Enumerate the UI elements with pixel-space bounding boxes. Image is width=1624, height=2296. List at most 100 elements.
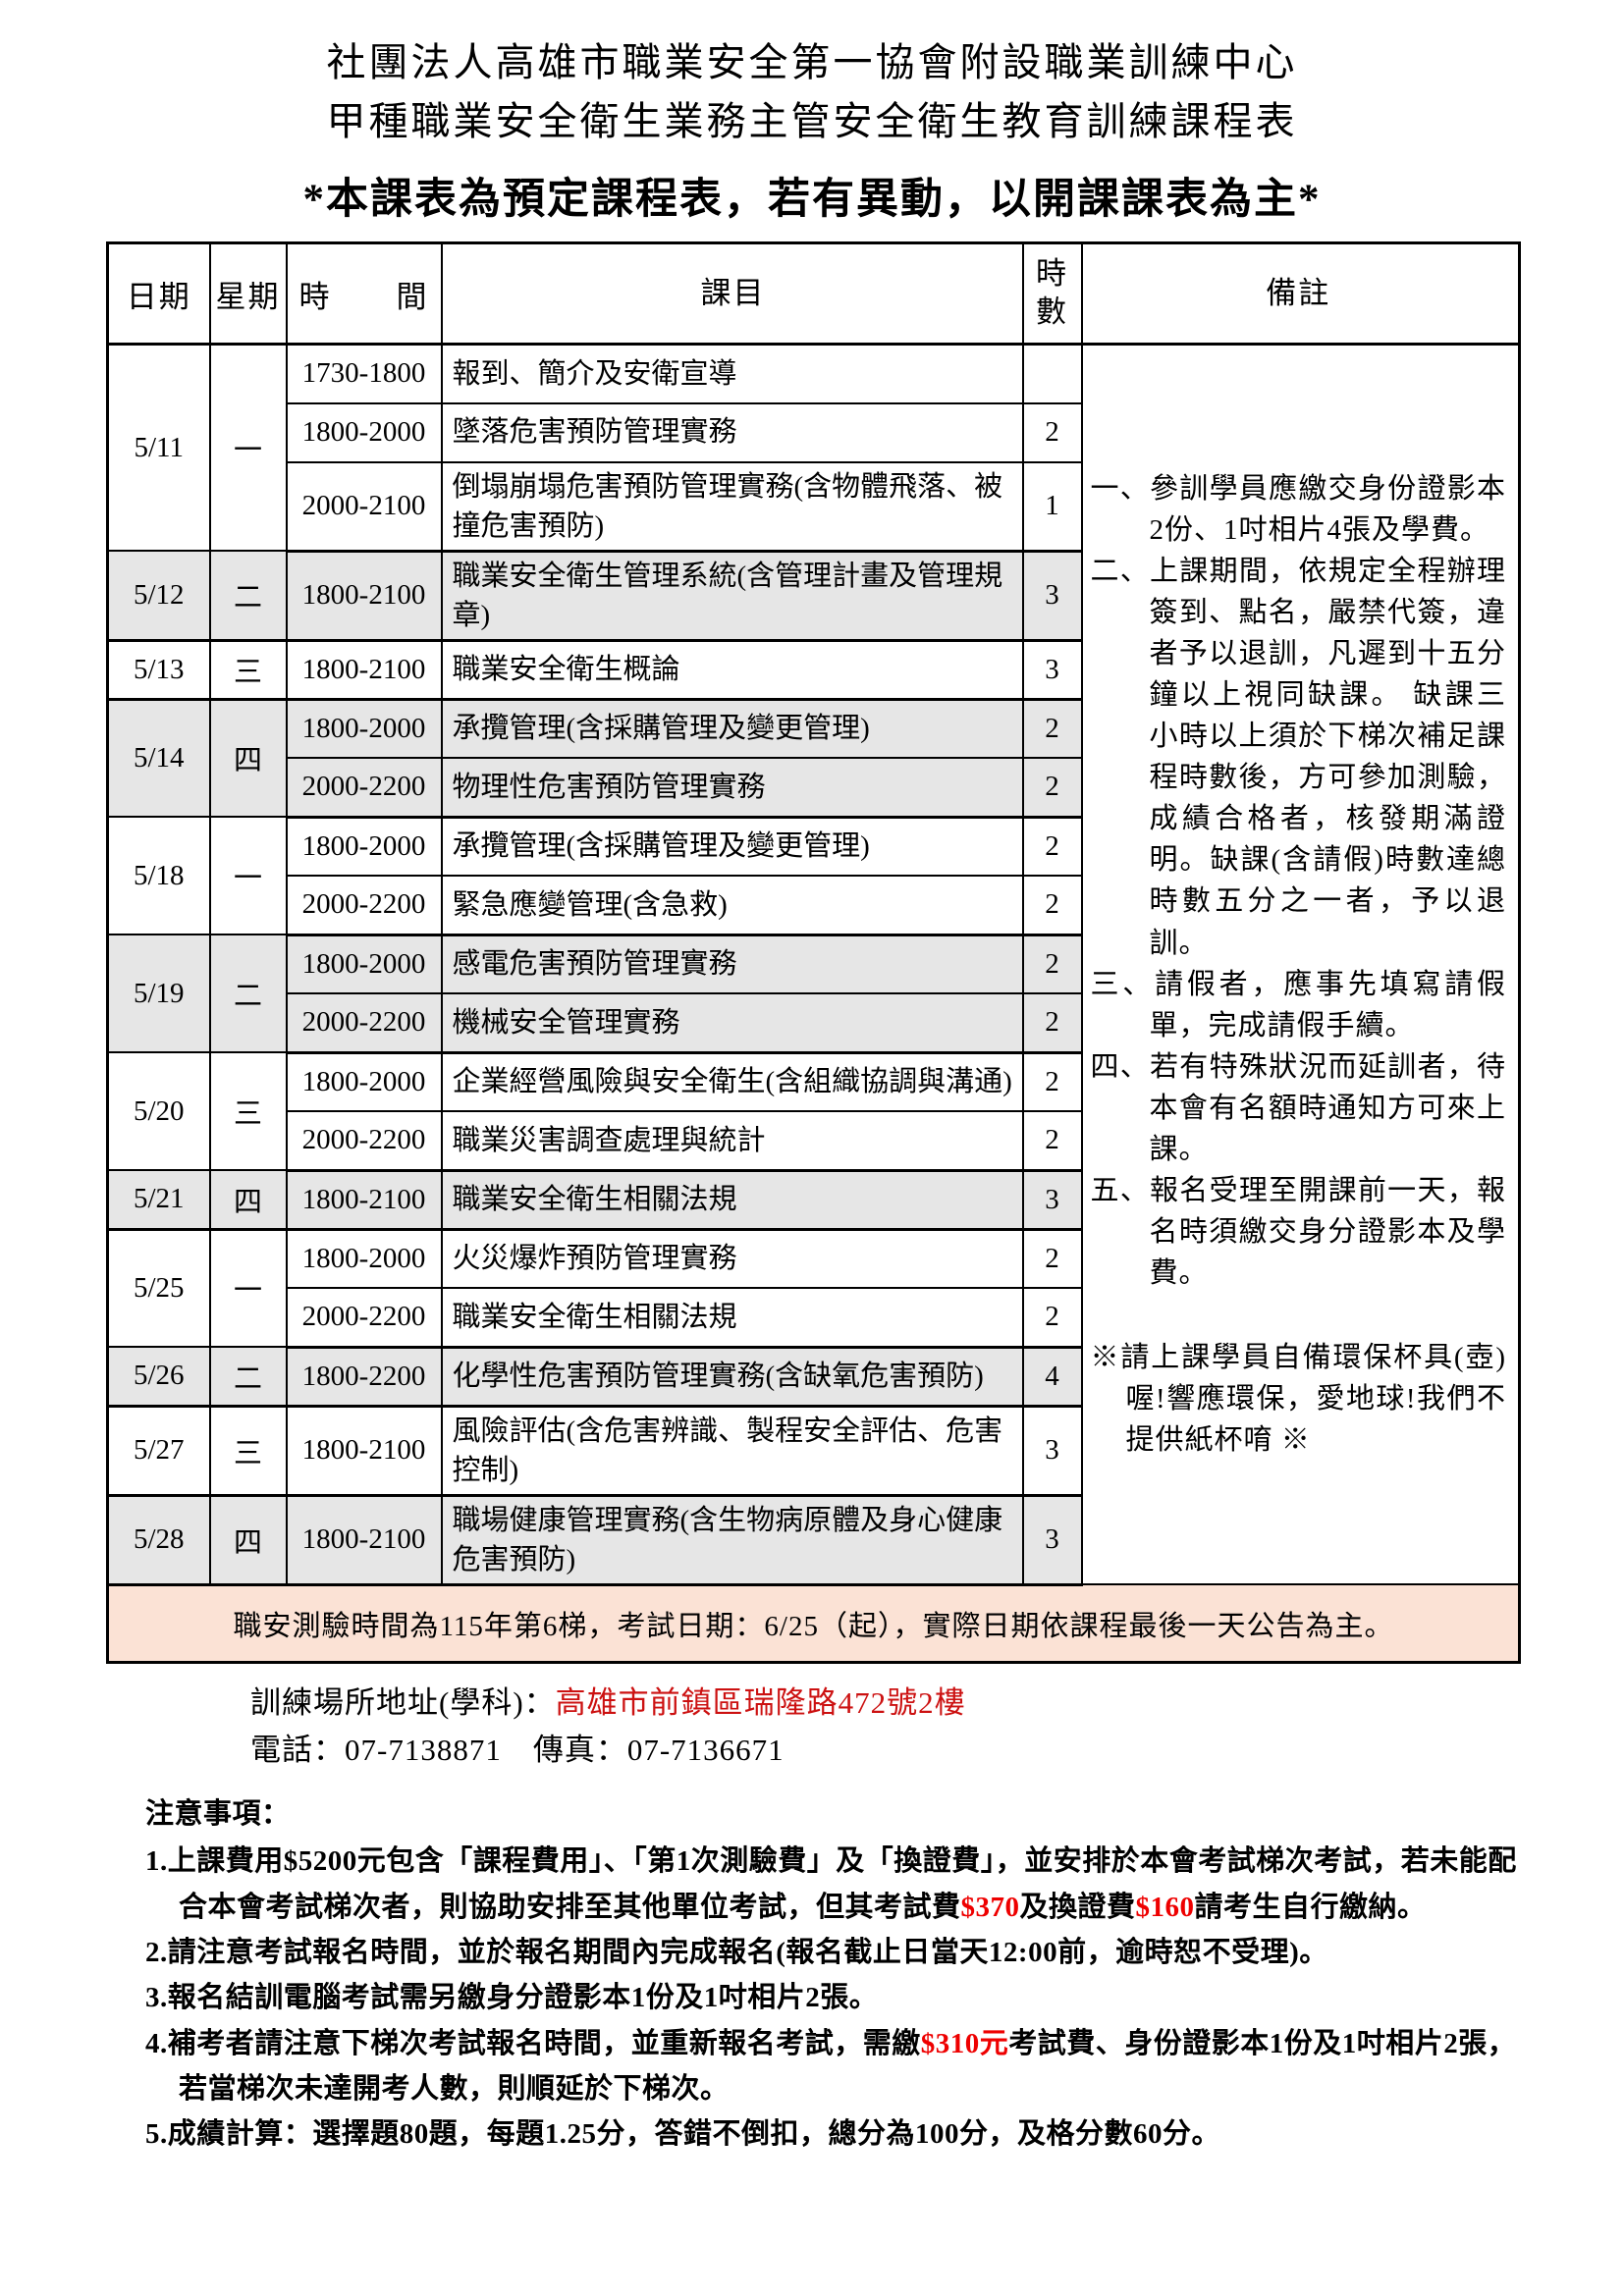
subject-cell: 墜落危害預防管理實務	[440, 401, 1024, 463]
notes-block: 注意事項： 1.上課費用$5200元包含「課程費用」、「第1次測驗費」及「換證費…	[145, 1791, 1520, 2158]
date-cell: 5/25	[106, 1228, 211, 1349]
time-cell: 1800-2100	[285, 639, 443, 701]
table-row: 2000-2200 機械安全管理實務 2	[108, 992, 1520, 1054]
weekday-cell: 一	[208, 816, 288, 936]
time-cell: 2000-2200	[285, 1287, 443, 1349]
table-row: 5/18 一 1800-2000 承攬管理(含採購管理及變更管理) 2	[106, 816, 1520, 936]
document-header: 社團法人高雄市職業安全第一協會附設職業訓練中心 甲種職業安全衛生業務主管安全衛生…	[0, 0, 1624, 226]
subject-cell: 職業災害調查處理與統計	[440, 1110, 1024, 1172]
subject-cell: 企業經營風險與安全衛生(含組織協調與溝通)	[440, 1051, 1024, 1113]
note-text: 上課費用$5200元包含「課程費用」、「第1次測驗費」及「換證費」，並安排於本會…	[167, 1845, 1517, 1923]
remark-item: 四、若有特殊狀況而延訓者，待本會有名額時通知方可來上課。	[1090, 1050, 1506, 1165]
subject-cell: 職場健康管理實務(含生物病原體及身心健康危害預防)	[440, 1494, 1024, 1586]
note-price-highlight: $160	[1135, 1891, 1195, 1923]
note-number: 2.	[145, 1936, 168, 1968]
time-cell: 2000-2200	[285, 992, 443, 1054]
hours-cell: 3	[1021, 639, 1083, 701]
remark-item: 二、上課期間，依規定全程辦理簽到、點名，嚴禁代簽，違者予以退訓，凡遲到十五分鐘以…	[1090, 556, 1506, 959]
weekday-cell: 二	[208, 550, 288, 642]
time-cell: 2000-2200	[285, 757, 443, 819]
time-cell: 1730-1800	[285, 343, 443, 404]
subject-cell: 職業安全衛生相關法規	[440, 1169, 1024, 1231]
date-cell: 5/19	[106, 934, 211, 1054]
hours-cell: 2	[1021, 698, 1083, 760]
hours-cell: 1	[1021, 460, 1083, 553]
date-cell: 5/13	[106, 639, 211, 701]
subject-cell: 倒塌崩塌危害預防管理實務(含物體飛落、被撞危害預防)	[440, 460, 1024, 553]
remark-item: 五、報名受理至開課前一天，報名時須繳交身分證影本及學費。	[1090, 1174, 1506, 1289]
note-text: 補考者請注意下梯次考試報名時間，並重新報名考試，需繳	[167, 2027, 921, 2059]
subject-cell: 化學性危害預防管理實務(含缺氧危害預防)	[440, 1346, 1024, 1408]
table-row: 1800-2000 墜落危害預防管理實務 2	[108, 401, 1520, 463]
table-row: 2000-2200 物理性危害預防管理實務 2	[108, 757, 1520, 819]
title-line-1: 社團法人高雄市職業安全第一協會附設職業訓練中心	[326, 40, 1298, 84]
table-row: 2000-2200 職業災害調查處理與統計 2	[108, 1110, 1520, 1172]
remarks-cell: 一、參訓學員應繳交身份證影本2份、1吋相片4張及學費。 二、上課期間，依規定全程辦…	[1080, 343, 1521, 1586]
exam-banner-row: 職安測驗時間為115年第6梯，考試日期：6/25（起），實際日期依課程最後一天公…	[106, 1583, 1521, 1664]
subject-cell: 感電危害預防管理實務	[440, 934, 1024, 995]
note-text: 考試費、身份證影本1份及1吋相片2張，若當梯次未達開考人數，則順延於下梯次。	[179, 2027, 1517, 2106]
remark-item: ※請上課學員自備環保杯具(壺)喔!響應環保，愛地球!我們不提供紙杯唷 ※	[1090, 1341, 1506, 1457]
hours-cell: 2	[1021, 816, 1083, 878]
note-text: 請注意考試報名時間，並於報名期間內完成報名(報名截止日當天12:00前，逾時恕不…	[167, 1936, 1328, 1968]
note-number: 4.	[145, 2027, 168, 2059]
subject-cell: 報到、簡介及安衛宣導	[440, 343, 1024, 404]
subject-cell: 火災爆炸預防管理實務	[440, 1228, 1024, 1290]
hours-cell: 2	[1021, 992, 1083, 1054]
date-cell: 5/20	[106, 1051, 211, 1172]
table-row: 5/21 四 1800-2100 職業安全衛生相關法規 3	[106, 1169, 1520, 1231]
hours-cell: 2	[1021, 1110, 1083, 1172]
remark-item: 三、請假者，應事先填寫請假單，完成請假手續。	[1090, 968, 1506, 1041]
table-row: 5/20 三 1800-2000 企業經營風險與安全衛生(含組織協調與溝通) 2	[106, 1051, 1520, 1172]
time-cell: 2000-2100	[285, 460, 443, 553]
header-remark: 備註	[1080, 241, 1521, 346]
hours-cell: 2	[1021, 1228, 1083, 1290]
hours-cell: 3	[1021, 550, 1083, 642]
table-row: 5/28 四 1800-2100 職場健康管理實務(含生物病原體及身心健康危害預防) 3	[106, 1494, 1520, 1586]
table-row: 2000-2200 職業安全衛生相關法規 2	[108, 1287, 1520, 1349]
header-weekday: 星期	[208, 241, 288, 346]
hours-cell: 2	[1021, 757, 1083, 819]
note-item: 1.上課費用$5200元包含「課程費用」、「第1次測驗費」及「換證費」，並安排於…	[145, 1839, 1520, 1930]
subject-cell: 風險評估(含危害辨識、製程安全評估、危害控制)	[440, 1405, 1024, 1497]
table-row: 5/19 二 1800-2000 感電危害預防管理實務 2	[106, 934, 1520, 1054]
time-cell: 1800-2000	[285, 1228, 443, 1290]
subject-cell: 職業安全衛生相關法規	[440, 1287, 1024, 1349]
table-row: 5/27 三 1800-2100 風險評估(含危害辨識、製程安全評估、危害控制) 3	[106, 1405, 1520, 1497]
time-cell: 2000-2200	[285, 875, 443, 936]
note-price-highlight: $310元	[920, 2027, 1009, 2059]
weekday-cell: 三	[208, 1051, 288, 1172]
time-cell: 1800-2100	[285, 1494, 443, 1586]
weekday-cell: 四	[208, 698, 288, 819]
note-price-highlight: $370	[960, 1891, 1020, 1923]
hours-cell: 2	[1021, 1287, 1083, 1349]
note-text: 報名結訓電腦考試需另繳身分證影本1份及1吋相片2張。	[167, 1982, 879, 2014]
table-row: 5/11 一 1730-1800 報到、簡介及安衛宣導 一、參訓學員應繳交身份證影本2份…	[106, 343, 1521, 1586]
hours-cell	[1021, 343, 1083, 404]
weekday-cell: 二	[208, 934, 288, 1054]
header-time: 時 間	[285, 241, 443, 346]
table-row: 5/13 三 1800-2100 職業安全衛生概論 3	[106, 639, 1520, 701]
weekday-cell: 四	[208, 1169, 288, 1231]
header-date: 日期	[106, 241, 211, 346]
time-cell: 1800-2000	[285, 698, 443, 760]
title-line-2: 甲種職業安全衛生業務主管安全衛生教育訓練課程表	[326, 99, 1298, 143]
weekday-cell: 三	[208, 639, 288, 701]
note-item: 3.報名結訓電腦考試需另繳身分證影本1份及1吋相片2張。	[145, 1975, 1520, 2020]
table-row: 2000-2200 緊急應變管理(含急救) 2	[108, 875, 1520, 936]
subject-cell: 機械安全管理實務	[440, 992, 1024, 1054]
note-number: 1.	[145, 1845, 168, 1878]
address-label: 訓練場所地址(學科)：	[250, 1684, 556, 1720]
table-row: 5/12 二 1800-2100 職業安全衛生管理系統(含管理計畫及管理規章) 3	[106, 550, 1520, 642]
schedule-body: 日期 星期 時 間 課目 時數 備註 5/11 一 1730-1800 報到、簡介及安…	[106, 241, 1521, 1664]
subject-cell: 職業安全衛生管理系統(含管理計畫及管理規章)	[440, 550, 1024, 642]
table-row: 5/26 二 1800-2200 化學性危害預防管理實務(含缺氧危害預防) 4	[106, 1346, 1520, 1408]
weekday-cell: 二	[208, 1346, 288, 1408]
address-value: 高雄市前鎮區瑞隆路472號2樓	[555, 1684, 966, 1720]
time-cell: 1800-2000	[285, 1051, 443, 1113]
table-row: 2000-2100 倒塌崩塌危害預防管理實務(含物體飛落、被撞危害預防) 1	[108, 460, 1520, 553]
note-item: 5.成績計算：選擇題80題，每題1.25分，答錯不倒扣，總分為100分，及格分數…	[145, 2111, 1520, 2157]
date-cell: 5/27	[106, 1405, 211, 1497]
hours-cell: 2	[1021, 934, 1083, 995]
weekday-cell: 三	[208, 1405, 288, 1497]
